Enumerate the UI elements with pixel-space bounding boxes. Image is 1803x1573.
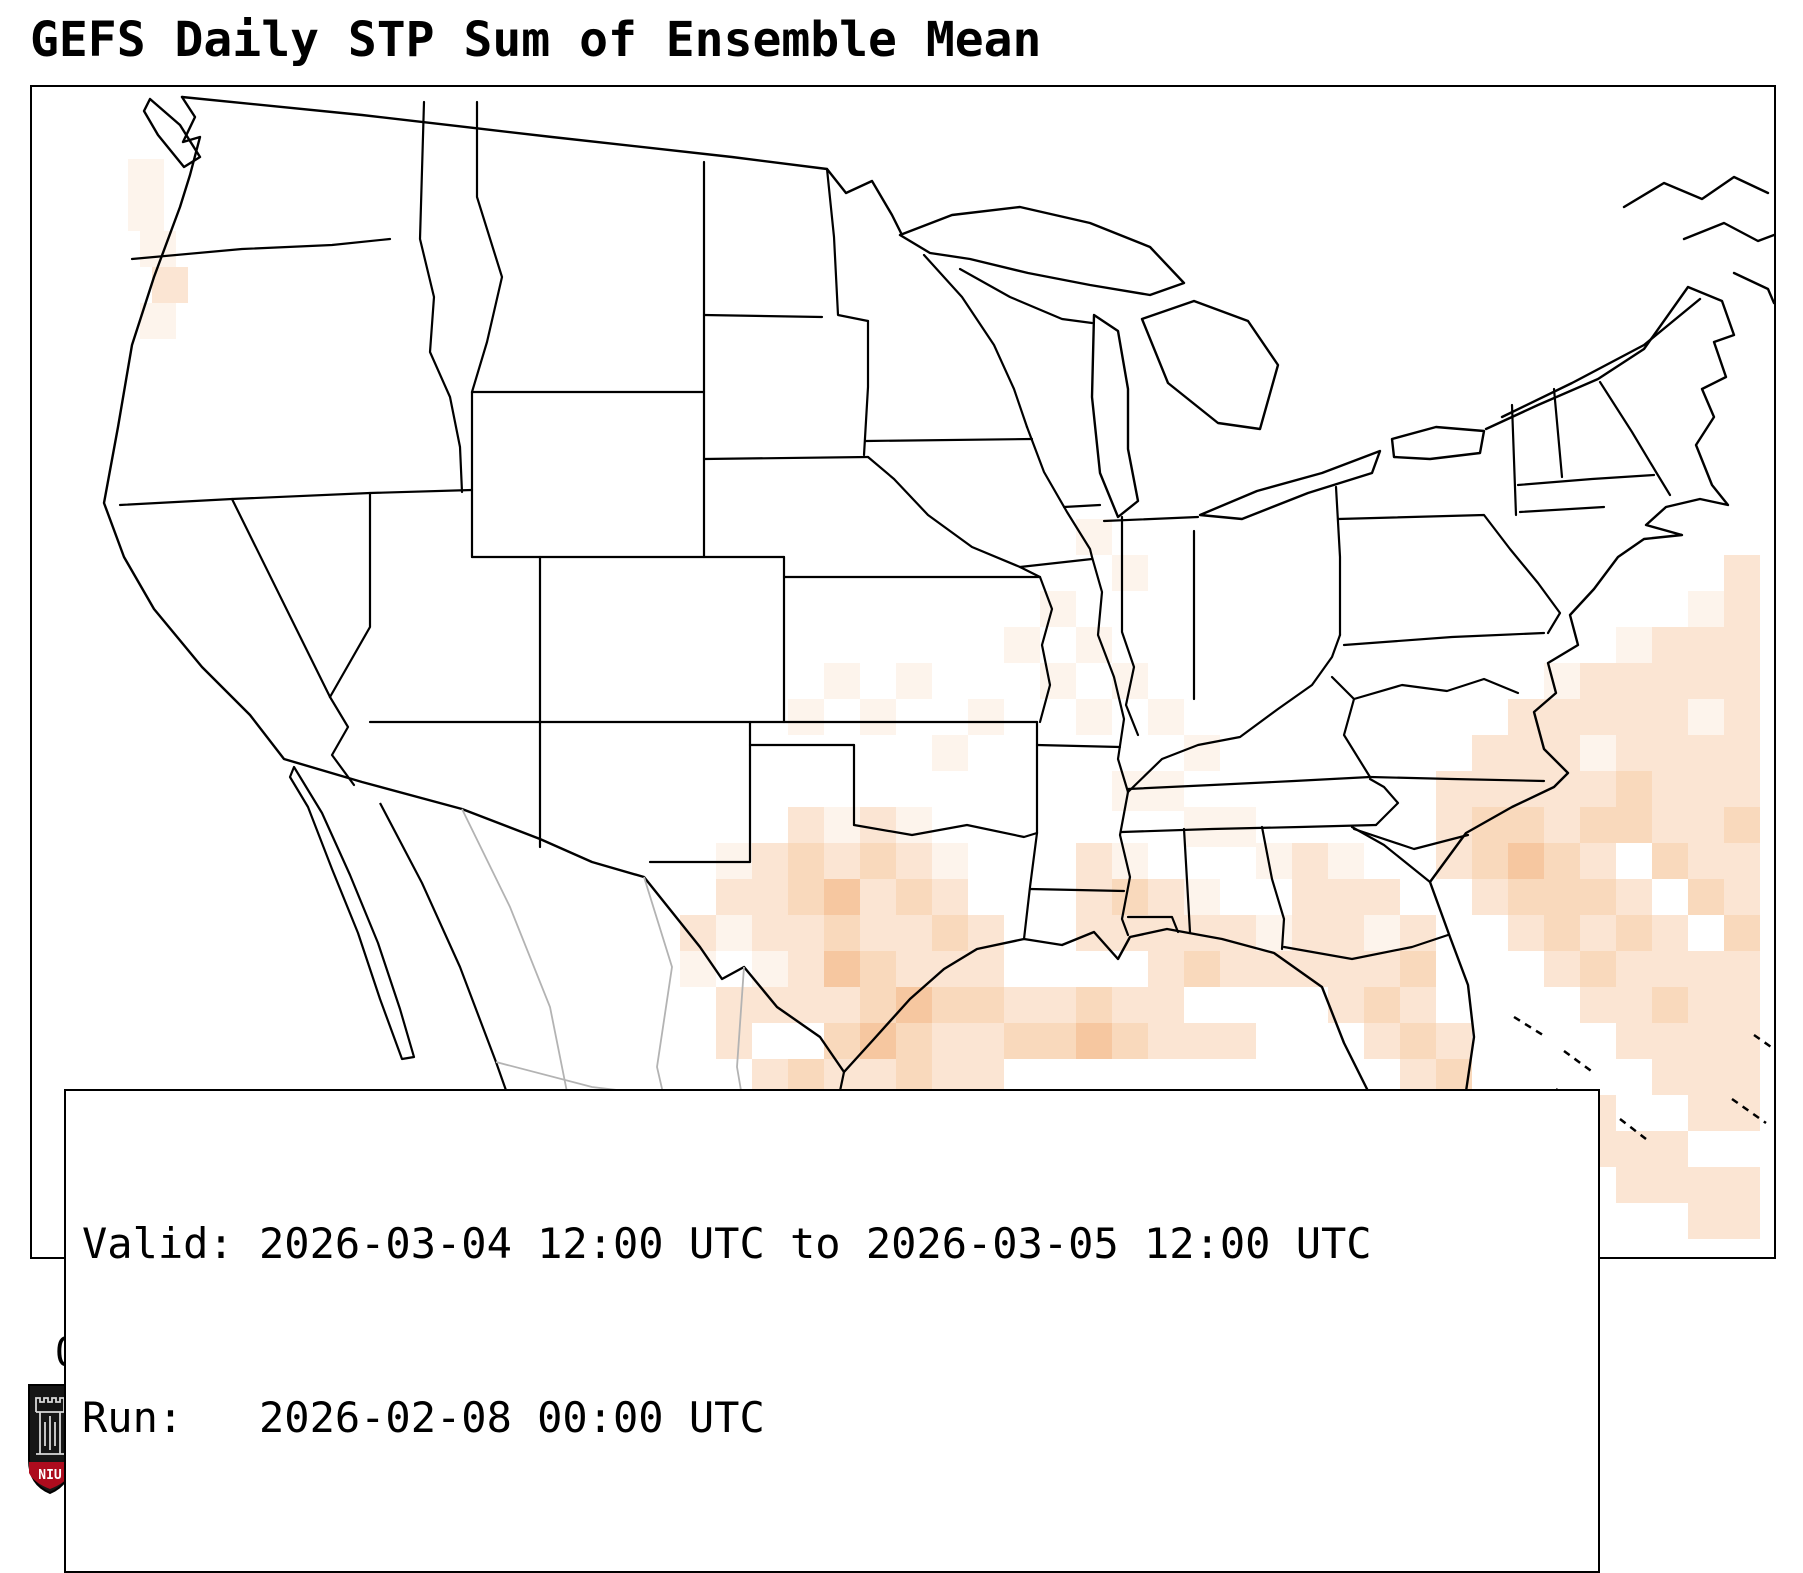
- lake-michigan: [1090, 313, 1140, 519]
- niu-logo: NIU: [28, 1384, 72, 1495]
- niu-castle-icon: [35, 1397, 65, 1455]
- niu-logo-text: NIU: [38, 1468, 62, 1483]
- figure-root: { "title": "GEFS Daily STP Sum of Ensemb…: [28, 12, 1776, 1573]
- niu-red-band: [29, 1462, 71, 1489]
- validity-info-box: Valid: 2026-03-04 12:00 UTC to 2026-03-0…: [64, 1089, 1600, 1573]
- lake-huron: [1140, 299, 1280, 431]
- lake-superior: [898, 205, 1186, 297]
- state-borders: [118, 100, 1672, 961]
- valid-line: Valid: 2026-03-04 12:00 UTC to 2026-03-0…: [82, 1218, 1372, 1268]
- st-lawrence-river: [1500, 297, 1702, 419]
- lake-ontario: [1390, 425, 1486, 461]
- us-map: [102, 95, 1774, 1257]
- lake-erie: [1198, 449, 1382, 521]
- run-line: Run: 2026-02-08 00:00 UTC: [82, 1392, 765, 1442]
- great-lakes: [898, 205, 1486, 521]
- map-panel: Valid: 2026-03-04 12:00 UTC to 2026-03-0…: [30, 85, 1776, 1573]
- canadian-maritime-coast: [1622, 175, 1774, 305]
- page-title: GEFS Daily STP Sum of Ensemble Mean: [30, 12, 1042, 68]
- canada-border-49th: [180, 95, 904, 237]
- stp-shading-cells: [128, 159, 1760, 1239]
- baja-peninsula: [288, 765, 416, 1061]
- vancouver-island: [142, 97, 202, 169]
